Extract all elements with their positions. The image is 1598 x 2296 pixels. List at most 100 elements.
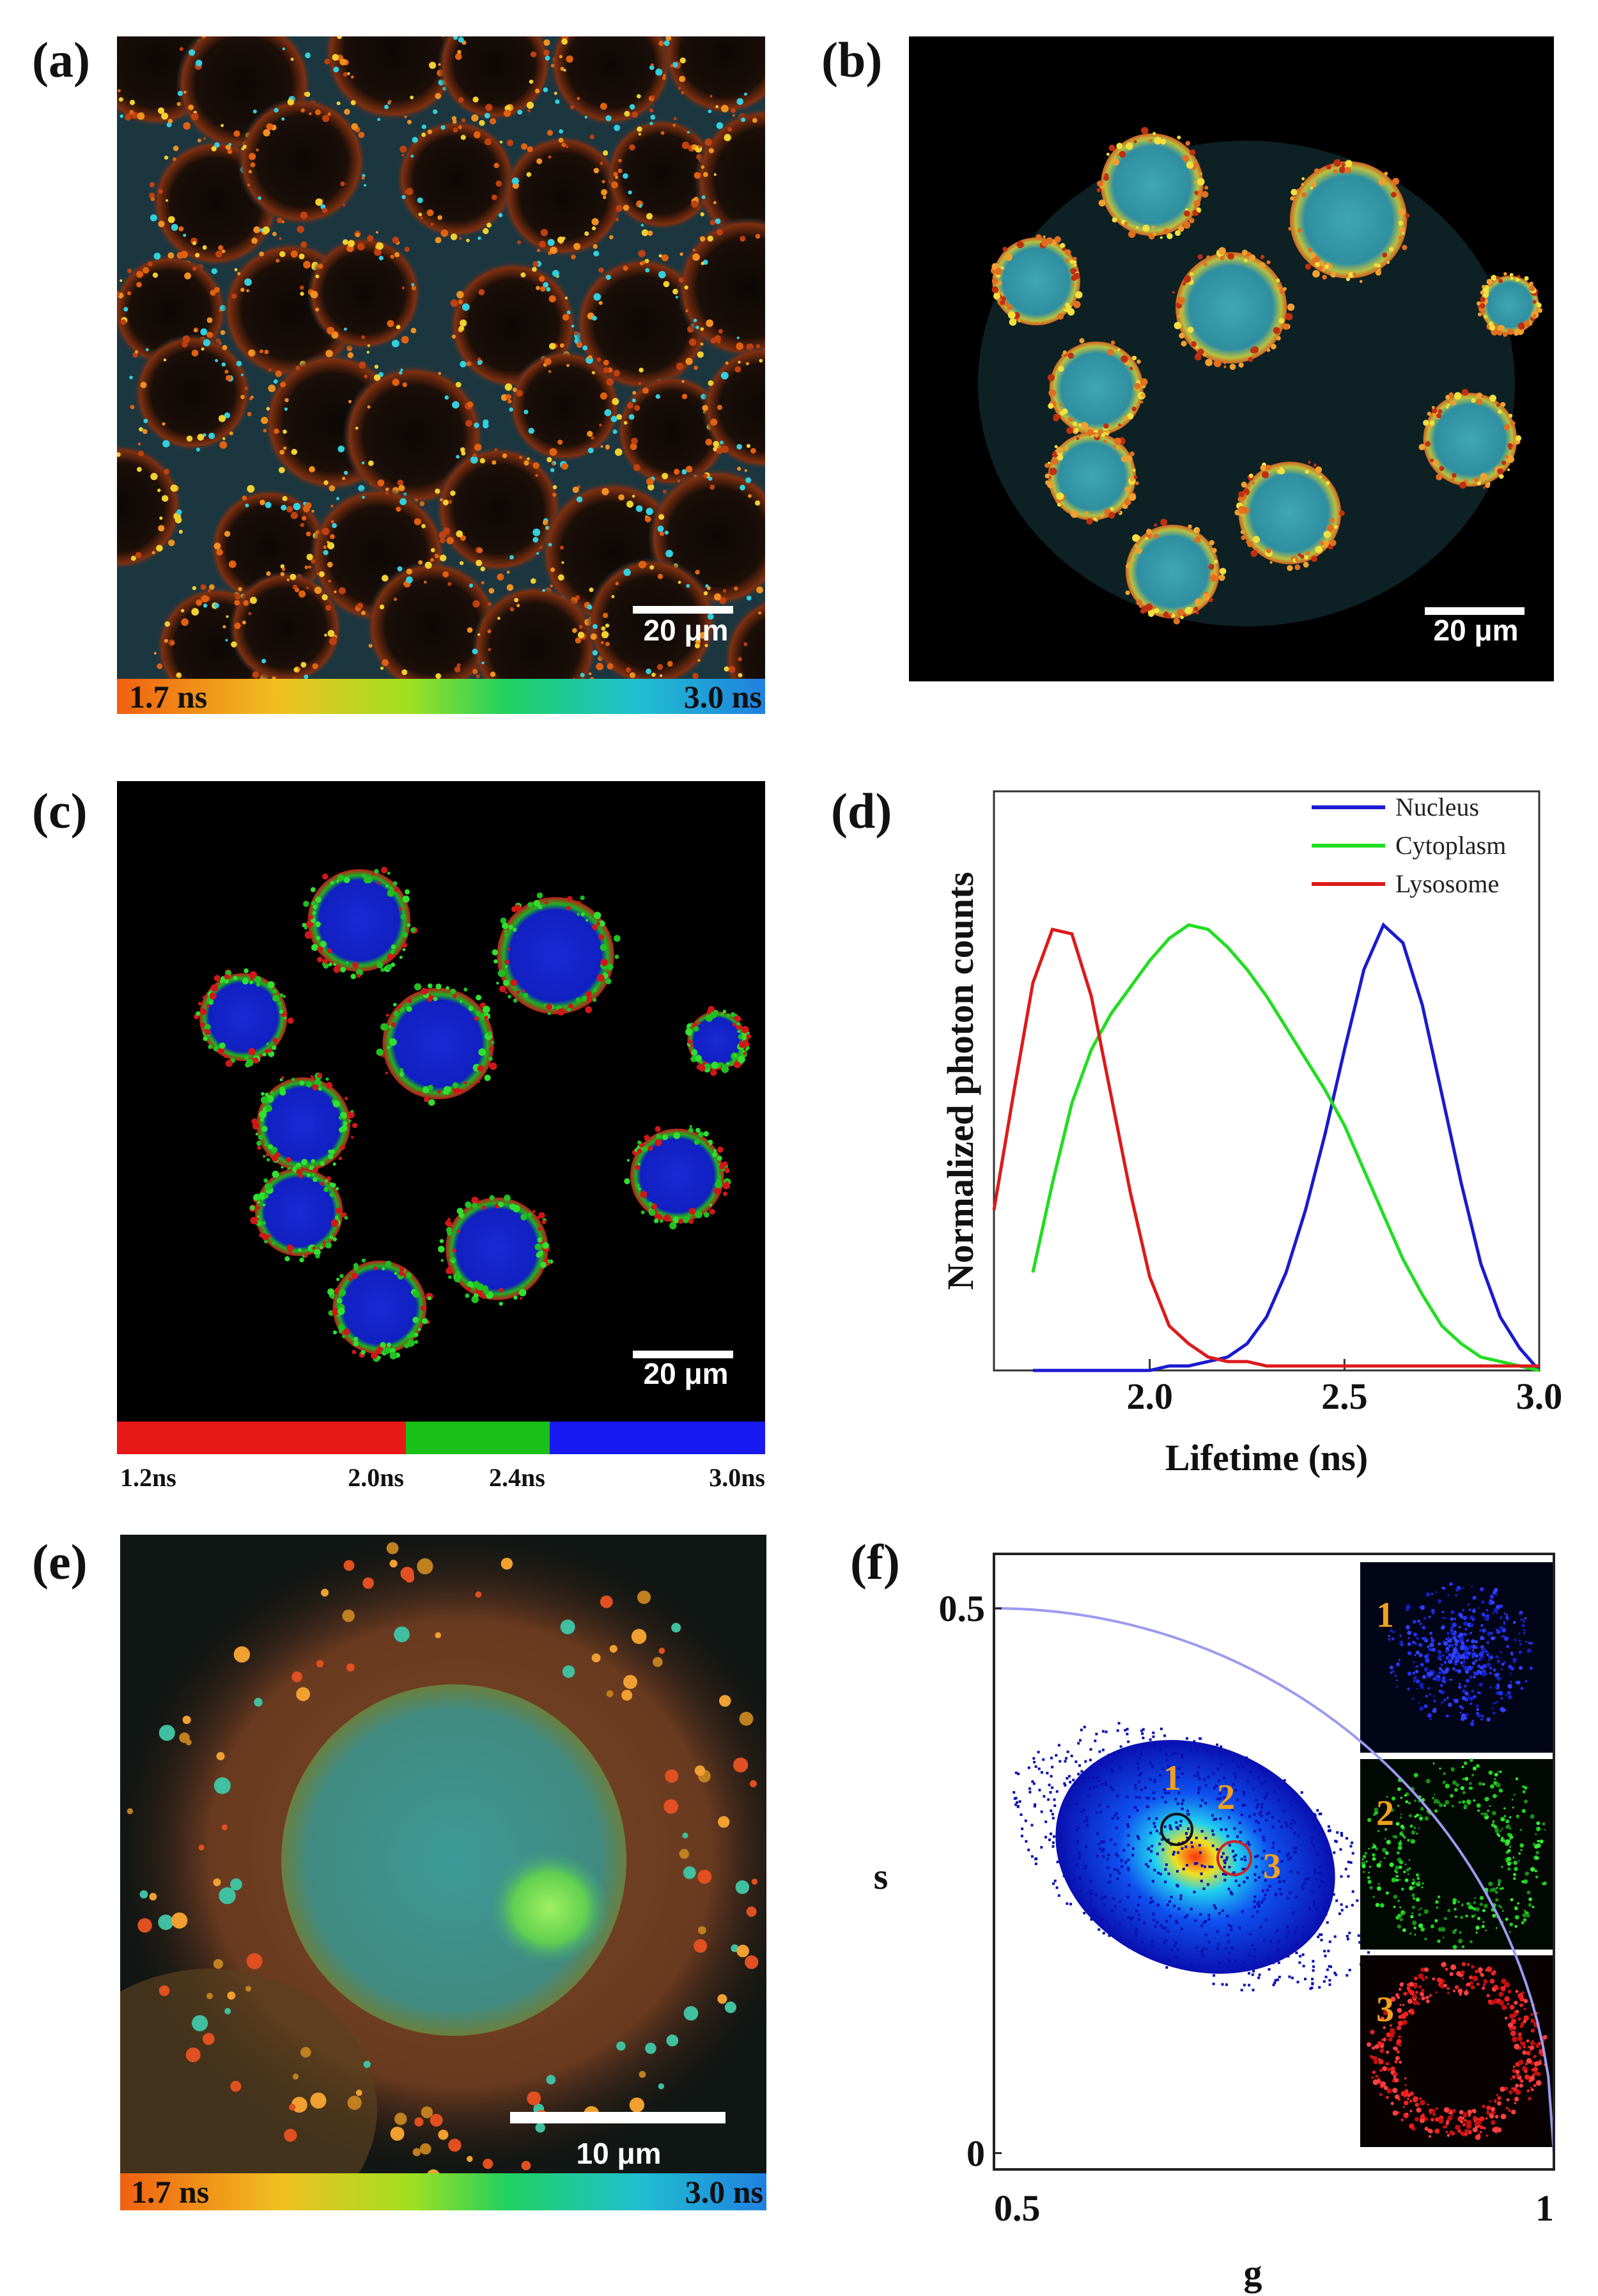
speckle [394,887,399,892]
speckle [365,876,373,883]
speckle [142,429,148,434]
phasor-point [1137,1913,1140,1916]
phasor-point [1152,1735,1155,1739]
speckle [456,291,464,299]
speckle [492,949,499,956]
speckle [333,66,339,73]
phasor-point [1046,1772,1049,1775]
speckle [394,252,400,258]
speckle [537,29,542,34]
speckle [1163,612,1169,618]
speckle [1305,469,1310,474]
speckle [479,458,486,463]
speckle [1397,1924,1402,1929]
panel-label: (a) [32,32,90,88]
speckle [1248,473,1253,478]
speckle [437,1090,441,1094]
speckle [1487,1999,1491,2003]
speckle [1464,1691,1469,1696]
speckle [305,52,311,59]
speckle [1480,472,1487,480]
speckle [484,1074,491,1082]
speckle [168,539,175,547]
phasor-point [1181,1755,1184,1758]
phasor-point [1195,1862,1198,1865]
speckle [1513,1873,1517,1877]
speckle [1459,1931,1462,1934]
speckle [350,1136,354,1139]
phasor-point [1171,1752,1174,1755]
speckle [236,361,242,367]
phasor-point [1127,1866,1130,1870]
phasor-point [1237,1765,1240,1768]
speckle [623,1675,638,1689]
phasor-point [1138,1895,1141,1898]
speckle [304,565,309,570]
speckle [252,1057,259,1064]
speckle [123,307,128,312]
speckle [477,1080,480,1083]
speckle [616,205,623,212]
speckle [1394,2059,1398,2064]
speckle [628,414,635,420]
speckle [325,1242,332,1249]
phasor-point [1135,1796,1138,1799]
speckle [565,145,569,148]
speckle [1386,1840,1391,1845]
speckle [1195,611,1199,615]
speckle [1413,1897,1416,1900]
speckle [402,382,407,387]
speckle [598,920,605,927]
phasor-point [1216,1743,1219,1746]
phasor-point [1160,1744,1163,1747]
phasor-point [1154,1925,1157,1928]
speckle [111,294,116,299]
colorbar-segment [550,1422,765,1454]
speckle [1530,2013,1534,2016]
speckle [741,1026,749,1034]
speckle [331,636,337,642]
speckle [387,871,391,875]
speckle [238,587,242,591]
speckle [1484,1797,1489,1802]
cell [1175,252,1287,364]
cell [307,235,422,351]
phasor-point [1017,1772,1020,1776]
phasor-point [1156,1904,1160,1907]
phasor-point [1050,1757,1053,1760]
phasor-point [1176,1776,1179,1779]
speckle [1430,458,1434,462]
speckle [1461,1689,1466,1693]
phasor-point [1198,1737,1202,1741]
speckle [89,466,93,470]
phasor-point [1165,1753,1168,1756]
phasor-point [1323,1980,1326,1983]
speckle [1484,314,1487,319]
speckle [623,205,630,211]
speckle [687,10,692,15]
speckle [651,63,654,66]
speckle [272,231,277,237]
phasor-point [1344,1868,1347,1871]
speckle [1480,1812,1484,1815]
speckle [746,595,752,601]
speckle [707,613,714,620]
speckle [636,94,641,98]
speckle [282,47,286,50]
speckle [571,254,576,260]
speckle [1404,1794,1407,1797]
phasor-point [1246,1779,1250,1782]
speckle [1436,1677,1441,1682]
speckle [275,259,280,263]
speckle [635,505,643,513]
speckle [173,6,177,10]
phasor-point [1218,1779,1221,1782]
phasor-point [1126,1896,1129,1899]
phasor-point [1175,1821,1178,1824]
phasor-point [1165,1741,1168,1744]
speckle [779,567,785,573]
phasor-point [1223,1861,1227,1865]
phasor-point [1099,1810,1103,1813]
phasor-point [1266,1792,1269,1795]
speckle [849,642,853,647]
